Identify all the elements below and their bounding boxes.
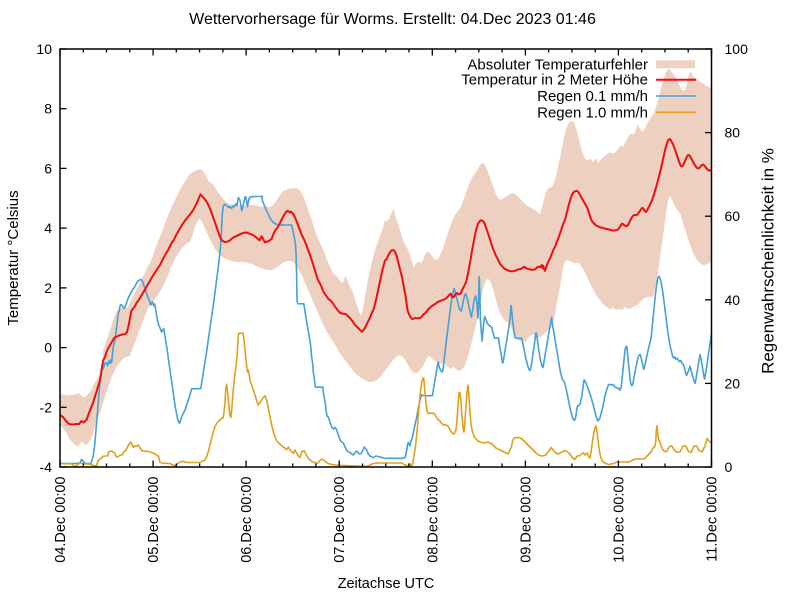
svg-text:04.Dec 00:00: 04.Dec 00:00: [53, 477, 69, 563]
svg-text:08.Dec 00:00: 08.Dec 00:00: [425, 477, 441, 563]
svg-text:10.Dec 00:00: 10.Dec 00:00: [611, 477, 627, 563]
svg-text:0: 0: [44, 340, 52, 356]
svg-text:05.Dec 00:00: 05.Dec 00:00: [146, 477, 162, 563]
svg-text:10: 10: [36, 41, 52, 57]
svg-text:Wettervorhersage für Worms. Er: Wettervorhersage für Worms. Erstellt: 04…: [189, 11, 596, 28]
svg-text:Absoluter Temperaturfehler: Absoluter Temperaturfehler: [467, 57, 648, 74]
svg-text:60: 60: [725, 208, 741, 224]
svg-text:-4: -4: [40, 459, 53, 475]
svg-text:6: 6: [44, 160, 52, 176]
svg-text:Regen 1.0 mm/h: Regen 1.0 mm/h: [537, 104, 648, 121]
svg-text:40: 40: [725, 292, 741, 308]
svg-text:Temperatur °Celsius: Temperatur °Celsius: [5, 190, 22, 325]
svg-text:Regen 0.1 mm/h: Regen 0.1 mm/h: [537, 88, 648, 105]
svg-text:Regenwahrscheinlichkeit in %: Regenwahrscheinlichkeit in %: [759, 148, 778, 374]
svg-text:-2: -2: [40, 399, 53, 415]
svg-text:8: 8: [44, 101, 52, 117]
svg-text:Zeitachse UTC: Zeitachse UTC: [338, 576, 435, 592]
svg-text:4: 4: [44, 220, 52, 236]
svg-text:100: 100: [725, 41, 749, 57]
svg-text:0: 0: [725, 459, 733, 475]
svg-text:06.Dec 00:00: 06.Dec 00:00: [239, 477, 255, 563]
svg-text:80: 80: [725, 125, 741, 141]
svg-text:09.Dec 00:00: 09.Dec 00:00: [518, 477, 534, 563]
svg-text:11.Dec 00:00: 11.Dec 00:00: [705, 477, 721, 562]
svg-text:07.Dec 00:00: 07.Dec 00:00: [332, 477, 348, 563]
svg-text:2: 2: [44, 280, 52, 296]
svg-text:Temperatur in 2 Meter Höhe: Temperatur in 2 Meter Höhe: [461, 72, 648, 89]
svg-text:20: 20: [725, 375, 741, 391]
